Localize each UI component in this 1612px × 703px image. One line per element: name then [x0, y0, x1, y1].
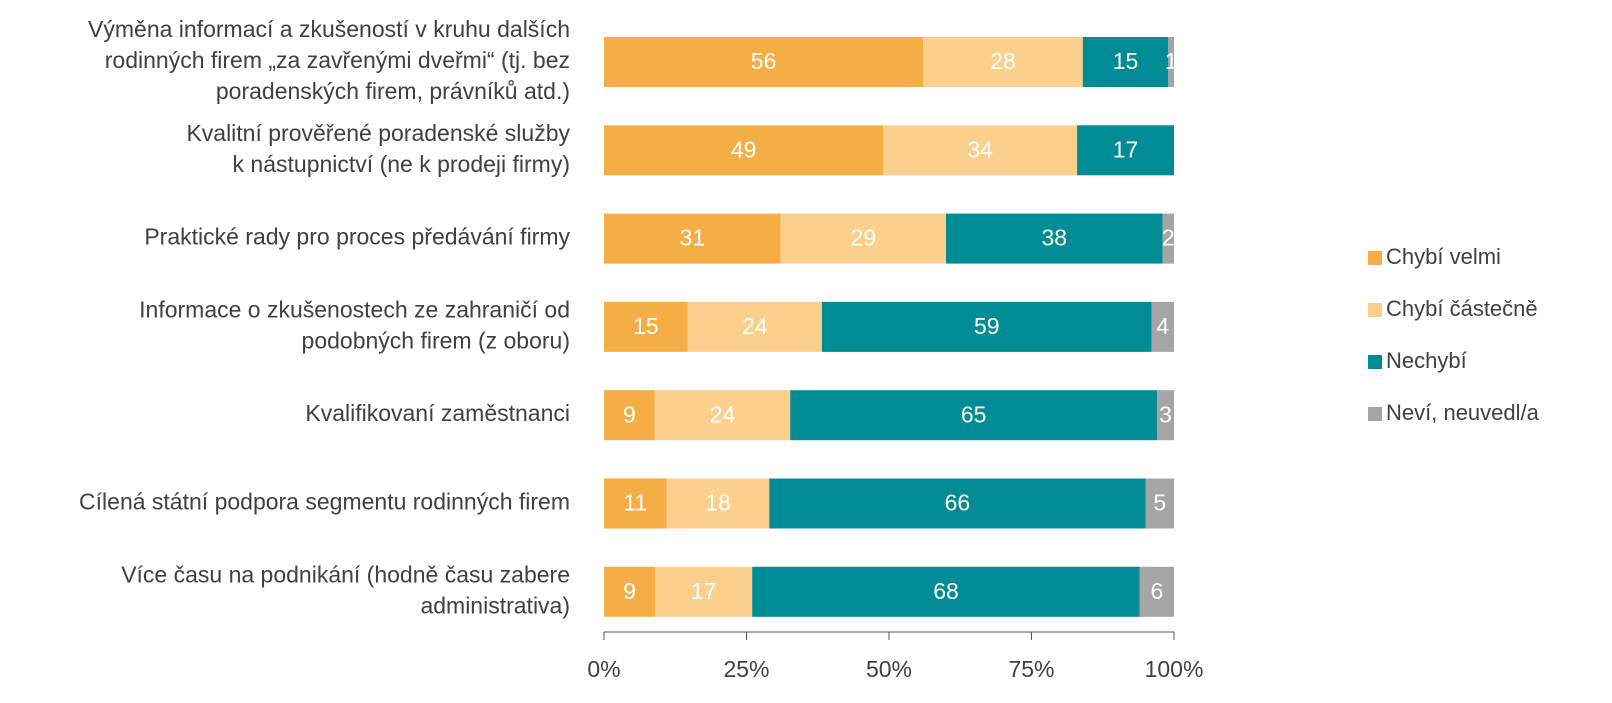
- value-label: 28: [990, 48, 1016, 74]
- bar-segment: [1082, 37, 1169, 87]
- x-tick-label: 50%: [866, 656, 912, 682]
- legend-label: Neví, neuvedl/a: [1386, 400, 1540, 425]
- bar-segment: [1139, 566, 1174, 617]
- value-label: 1: [1165, 48, 1178, 74]
- category-label: Cílená státní podpora segmentu rodinných…: [79, 489, 570, 515]
- value-label: 24: [742, 313, 768, 339]
- category-line: Více času na podnikání (hodně času zaber…: [121, 561, 570, 587]
- value-label: 66: [945, 490, 971, 516]
- value-label: 2: [1162, 225, 1175, 251]
- legend-label: Chybí velmi: [1386, 244, 1501, 269]
- bar-segment: [821, 301, 1152, 352]
- category-label: Výměna informací a zkušeností v kruhu da…: [88, 16, 570, 104]
- bar-segment: [604, 478, 667, 529]
- bar-segment: [1157, 390, 1174, 441]
- category-line: poradenských firem, právníků atd.): [216, 78, 570, 104]
- x-tick-label: 0%: [587, 656, 620, 682]
- value-label: 11: [623, 490, 647, 516]
- bar-segment: [946, 213, 1163, 264]
- category-line: Kvalitní prověřené poradenské služby: [186, 120, 570, 146]
- value-label: 49: [731, 136, 757, 162]
- bar-segment: [752, 566, 1140, 617]
- bar-segment: [655, 566, 753, 617]
- value-label: 17: [691, 578, 717, 604]
- category-line: administrativa): [420, 592, 570, 618]
- value-label: 15: [633, 313, 659, 339]
- value-label: 56: [751, 48, 777, 74]
- category-label: Informace o zkušenostech ze zahraničí od…: [139, 296, 570, 353]
- category-line: Výměna informací a zkušeností v kruhu da…: [88, 16, 570, 42]
- value-label: 18: [705, 490, 731, 516]
- bar-segment: [923, 37, 1083, 87]
- bar-segment: [604, 390, 655, 441]
- category-label: Praktické rady pro proces předávání firm…: [144, 224, 570, 250]
- value-label: 17: [1113, 136, 1139, 162]
- bar-segment: [604, 301, 688, 352]
- category-line: podobných firem (z oboru): [302, 327, 570, 353]
- value-label: 9: [623, 401, 636, 427]
- legend-label: Chybí částečně: [1386, 296, 1538, 321]
- category-line: Praktické rady pro proces předávání firm…: [144, 224, 570, 250]
- bar-segment: [687, 301, 822, 352]
- value-label: 34: [967, 136, 993, 162]
- x-tick-label: 25%: [723, 656, 769, 682]
- category-label: Kvalifikovaní zaměstnanci: [305, 400, 570, 426]
- category-line: Cílená státní podpora segmentu rodinných…: [79, 489, 570, 515]
- value-label: 6: [1151, 578, 1164, 604]
- value-label: 31: [680, 225, 706, 251]
- bar-segment: [604, 125, 884, 176]
- bar-segment: [1168, 37, 1174, 87]
- legend-swatch: [1368, 355, 1382, 369]
- bar-segment: [604, 37, 924, 87]
- bar-segment: [1162, 213, 1174, 264]
- bar-segment: [666, 478, 770, 529]
- category-line: Kvalifikovaní zaměstnanci: [305, 400, 570, 426]
- bar-segment: [780, 213, 946, 264]
- bar-segment: [654, 390, 791, 441]
- bar-segment: [1077, 125, 1174, 176]
- x-tick-label: 75%: [1008, 656, 1054, 682]
- bar-segment: [1145, 478, 1174, 529]
- value-label: 5: [1153, 490, 1166, 516]
- bar-segment: [604, 213, 781, 264]
- value-label: 24: [710, 401, 736, 427]
- category-label: Více času na podnikání (hodně času zaber…: [121, 561, 570, 618]
- bar-segment: [790, 390, 1158, 441]
- legend-swatch: [1368, 407, 1382, 421]
- legend-swatch: [1368, 303, 1382, 317]
- bar-segment: [883, 125, 1078, 176]
- value-label: 9: [623, 578, 636, 604]
- x-tick-label: 100%: [1145, 656, 1204, 682]
- category-line: rodinných firem „za zavřenými dveřmi“ (t…: [105, 47, 570, 73]
- legend-label: Nechybí: [1386, 348, 1467, 373]
- value-label: 3: [1159, 401, 1172, 427]
- value-label: 15: [1113, 48, 1139, 74]
- category-label: Kvalitní prověřené poradenské služby k ná…: [186, 120, 570, 177]
- value-label: 29: [851, 225, 877, 251]
- category-line: Informace o zkušenostech ze zahraničí od: [139, 296, 570, 322]
- value-label: 68: [933, 578, 959, 604]
- bar-segment: [604, 566, 656, 617]
- category-line: k nástupnictví (ne k prodeji firmy): [233, 151, 570, 177]
- value-label: 65: [961, 401, 987, 427]
- bar-segment: [769, 478, 1146, 529]
- value-label: 4: [1156, 313, 1169, 339]
- value-label: 38: [1042, 225, 1068, 251]
- legend-swatch: [1368, 251, 1382, 265]
- value-label: 59: [974, 313, 1000, 339]
- bar-segment: [1151, 301, 1174, 352]
